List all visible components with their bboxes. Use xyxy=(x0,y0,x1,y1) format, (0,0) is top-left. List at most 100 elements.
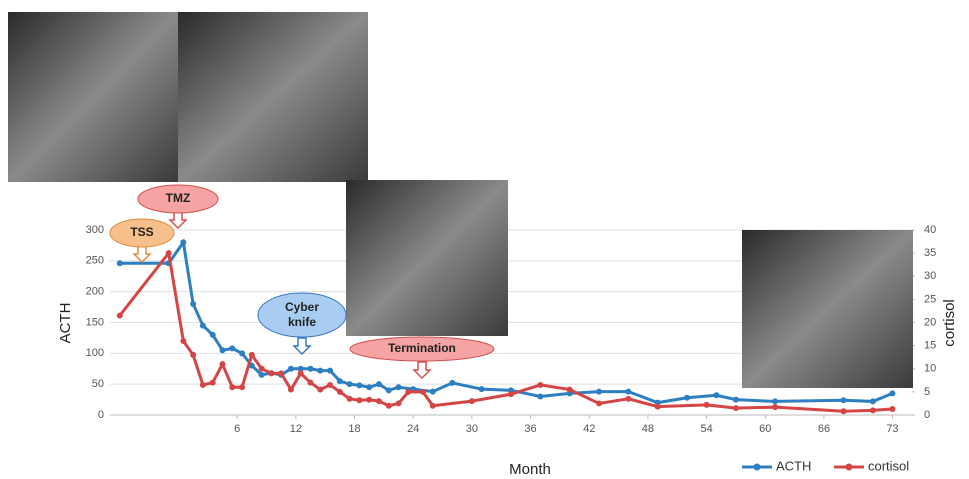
data-point xyxy=(199,381,206,388)
x-tick-label: 18 xyxy=(348,423,360,435)
x-tick-label: 73 xyxy=(886,423,898,435)
data-point xyxy=(356,382,363,389)
data-point xyxy=(889,390,896,397)
legend-swatch xyxy=(753,463,761,471)
data-point xyxy=(258,371,265,378)
data-point xyxy=(405,388,412,395)
y-tick-label: 100 xyxy=(86,347,104,359)
y2-tick-label: 0 xyxy=(924,409,930,421)
annotation-arrow xyxy=(168,211,188,230)
data-point xyxy=(375,381,382,388)
data-point xyxy=(429,388,436,395)
data-point xyxy=(366,396,373,403)
data-point xyxy=(239,384,246,391)
data-point xyxy=(429,402,436,409)
data-point xyxy=(654,403,661,410)
data-point xyxy=(366,384,373,391)
mri-image xyxy=(178,12,368,182)
x-tick-label: 42 xyxy=(583,423,595,435)
data-point xyxy=(336,378,343,385)
data-point xyxy=(772,398,779,405)
data-point xyxy=(258,365,265,372)
data-point xyxy=(209,331,216,338)
annotation: Cyber knife xyxy=(285,300,319,329)
y-tick-label: 150 xyxy=(86,316,104,328)
data-point xyxy=(209,379,216,386)
x-tick-label: 54 xyxy=(700,423,712,435)
data-point xyxy=(537,393,544,400)
data-point xyxy=(346,381,353,388)
data-point xyxy=(287,386,294,393)
data-point xyxy=(713,392,720,399)
data-point xyxy=(468,398,475,405)
data-point xyxy=(869,398,876,405)
data-point xyxy=(278,370,285,377)
y-tick-label: 250 xyxy=(86,255,104,267)
annotation-arrow xyxy=(412,361,432,380)
y2-tick-label: 10 xyxy=(924,363,936,375)
data-point xyxy=(732,405,739,412)
y-tick-label: 200 xyxy=(86,286,104,298)
data-point xyxy=(478,386,485,393)
x-tick-label: 66 xyxy=(818,423,830,435)
annotation-arrow xyxy=(292,337,312,356)
data-point xyxy=(395,384,402,391)
annotation-bubble xyxy=(257,292,347,338)
y-tick-label: 0 xyxy=(98,409,104,421)
x-axis-label: Month xyxy=(509,461,551,478)
x-tick-label: 36 xyxy=(524,423,536,435)
y2-tick-label: 15 xyxy=(924,340,936,352)
x-tick-label: 60 xyxy=(759,423,771,435)
data-point xyxy=(596,388,603,395)
data-point xyxy=(165,250,172,257)
data-point xyxy=(625,395,632,402)
y2-tick-label: 35 xyxy=(924,247,936,259)
data-point xyxy=(625,388,632,395)
data-point xyxy=(336,388,343,395)
annotation: Termination xyxy=(388,341,456,355)
annotation: TSS xyxy=(130,225,153,239)
data-point xyxy=(287,365,294,372)
y2-tick-label: 20 xyxy=(924,316,936,328)
data-point xyxy=(356,397,363,404)
legend-swatch xyxy=(845,463,853,471)
data-point xyxy=(596,400,603,407)
data-point xyxy=(219,347,226,354)
data-point xyxy=(566,386,573,393)
y-tick-label: 50 xyxy=(92,378,104,390)
y2-tick-label: 40 xyxy=(924,224,936,236)
data-point xyxy=(703,401,710,408)
x-tick-label: 12 xyxy=(290,423,302,435)
data-point xyxy=(297,365,304,372)
data-point xyxy=(190,301,197,307)
data-point xyxy=(327,367,334,374)
data-point xyxy=(180,239,187,246)
data-point xyxy=(307,365,314,372)
annotation: TMZ xyxy=(166,191,191,205)
data-point xyxy=(449,379,456,386)
x-tick-label: 30 xyxy=(466,423,478,435)
annotation-bubble xyxy=(109,218,175,248)
mri-image xyxy=(346,180,508,336)
data-point xyxy=(180,338,187,344)
y-axis-label: ACTH xyxy=(57,303,74,344)
annotation-bubble xyxy=(349,336,495,362)
data-point xyxy=(229,384,236,391)
data-point xyxy=(385,387,392,394)
data-point xyxy=(229,345,236,352)
annotation-arrow xyxy=(132,245,152,264)
data-point xyxy=(297,370,304,377)
y-tick-label: 300 xyxy=(86,224,104,236)
data-point xyxy=(889,405,896,412)
data-point xyxy=(248,351,255,358)
data-point xyxy=(219,361,226,368)
mri-image xyxy=(8,12,178,182)
y2-tick-label: 5 xyxy=(924,386,930,398)
data-point xyxy=(772,404,779,411)
data-point xyxy=(419,388,426,395)
data-point xyxy=(346,395,353,402)
data-point xyxy=(732,396,739,403)
data-point xyxy=(239,350,246,357)
y2-tick-label: 30 xyxy=(924,270,936,282)
